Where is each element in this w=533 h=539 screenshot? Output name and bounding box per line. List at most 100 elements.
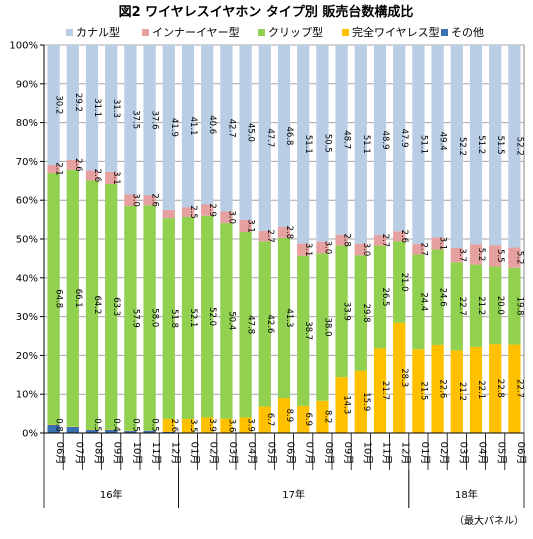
y-tick-label: 30% xyxy=(16,312,38,323)
data-label: 2.6 xyxy=(92,169,102,183)
bar-segment xyxy=(47,45,60,165)
x-tick-label: 09月 xyxy=(112,442,124,465)
bar-segment xyxy=(393,45,406,232)
data-labels: 0.8 64.8 2.1 30.2 66.1 2.6 29.2 0.5 64.2 2.6 31.1 0… xyxy=(54,93,525,433)
data-label: 2.1 xyxy=(54,162,64,176)
bar-segment xyxy=(85,170,99,181)
data-label: 51.1 xyxy=(303,135,313,154)
bar-segment xyxy=(508,45,521,248)
x-tick-label: 10月 xyxy=(361,442,373,465)
bar-segment xyxy=(277,398,291,433)
bar-segment xyxy=(220,418,233,433)
chart-title: 図2 ワイヤレスイヤホン タイプ別 販売台数構成比 xyxy=(119,4,414,20)
data-label: 21.0 xyxy=(399,273,409,292)
data-label: 22.8 xyxy=(495,379,505,398)
bar-segment xyxy=(124,45,137,195)
bar-segment xyxy=(47,173,60,425)
bar-segment xyxy=(143,205,156,431)
data-label: 21.2 xyxy=(476,296,486,315)
bar-segment xyxy=(124,431,137,433)
legend-swatch xyxy=(342,29,349,36)
data-label: 51.1 xyxy=(418,135,428,154)
data-label: 51.8 xyxy=(169,309,179,328)
legend-label: 完全ワイヤレス型 xyxy=(352,25,440,39)
data-label: 20.0 xyxy=(495,296,505,315)
bar-segment xyxy=(412,254,425,350)
bar-segment xyxy=(181,207,195,217)
data-label: 33.9 xyxy=(342,302,352,321)
bar-segment xyxy=(354,255,367,371)
bar-segment xyxy=(105,171,118,184)
bar-segment xyxy=(143,430,156,433)
data-label: 48.7 xyxy=(342,130,352,149)
data-label: 2.8 xyxy=(342,233,352,247)
bar-segment xyxy=(220,45,233,212)
data-label: 50.4 xyxy=(226,311,236,330)
data-label: 66.1 xyxy=(73,289,83,308)
data-label: 31.1 xyxy=(92,98,102,117)
x-tick-label: 10月 xyxy=(131,442,143,465)
legend-label: クリップ型 xyxy=(268,25,323,39)
bar-segment xyxy=(412,45,425,245)
data-label: 3.0 xyxy=(322,241,332,255)
data-label: 31.3 xyxy=(111,99,121,118)
data-label: 2.5 xyxy=(188,205,198,219)
bar-segment xyxy=(335,377,348,433)
data-label: 5.2 xyxy=(476,248,486,262)
data-label: 2.7 xyxy=(265,229,275,243)
bar-segment xyxy=(162,431,175,433)
bar-segment xyxy=(393,241,406,323)
x-tick-label: 12月 xyxy=(169,442,181,465)
data-label: 47.8 xyxy=(246,315,256,334)
data-label: 21.5 xyxy=(418,381,428,400)
bar-segment xyxy=(335,245,348,378)
data-label: 15.9 xyxy=(361,392,371,411)
data-label: 8.2 xyxy=(322,410,332,424)
x-tick-label: 11月 xyxy=(150,442,162,465)
data-label: 0.5 xyxy=(92,418,102,432)
data-label: 0.5 xyxy=(150,418,160,432)
data-label: 41.1 xyxy=(188,117,198,136)
x-tick-label: 01月 xyxy=(189,442,201,465)
bar-segment xyxy=(66,159,79,170)
bar-segment xyxy=(258,406,271,433)
data-label: 3.9 xyxy=(246,418,256,432)
y-tick-label: 80% xyxy=(16,118,38,129)
bar-segment xyxy=(239,219,252,233)
data-label: 6.9 xyxy=(303,412,313,426)
x-tick-label: 05月 xyxy=(265,442,277,465)
bar-segment xyxy=(258,241,271,407)
data-label: 49.4 xyxy=(438,132,448,151)
data-label: 0.8 xyxy=(54,418,64,432)
data-label: 21.7 xyxy=(380,381,390,400)
bar-segment xyxy=(450,247,463,263)
bar-segment xyxy=(373,235,387,246)
y-tick-label: 90% xyxy=(16,79,38,90)
bar-segment xyxy=(316,253,329,401)
data-label: 37.6 xyxy=(150,111,160,130)
bar-segment xyxy=(316,400,329,433)
bar-segment xyxy=(105,45,118,172)
bar-segment xyxy=(220,211,233,224)
data-label: 2.7 xyxy=(418,243,428,257)
data-label: 51.1 xyxy=(361,135,371,154)
bar-segment xyxy=(431,344,444,433)
data-label: 3.0 xyxy=(226,211,236,225)
data-label: 30.2 xyxy=(54,95,64,114)
bar-segment xyxy=(220,223,233,419)
x-tick-label: 06月 xyxy=(54,442,66,465)
bar-segment xyxy=(431,249,444,345)
bar-segment xyxy=(354,243,367,256)
bar-segment xyxy=(469,346,483,433)
bar-segment xyxy=(143,195,156,206)
bar-segment xyxy=(412,349,425,433)
axes: 06月 07月 08月 09月 10月 11月 12月 01月 02月 03月 04月 05月 06月 0… xyxy=(43,45,527,508)
x-tick-label: 03月 xyxy=(227,442,239,465)
data-label: 26.5 xyxy=(380,288,390,307)
x-tick-label: 02月 xyxy=(438,442,450,465)
year-label: 16年 xyxy=(100,488,123,501)
data-label: 22.6 xyxy=(438,379,448,398)
bar-segment xyxy=(469,45,483,245)
x-tick-label: 04月 xyxy=(477,442,489,465)
